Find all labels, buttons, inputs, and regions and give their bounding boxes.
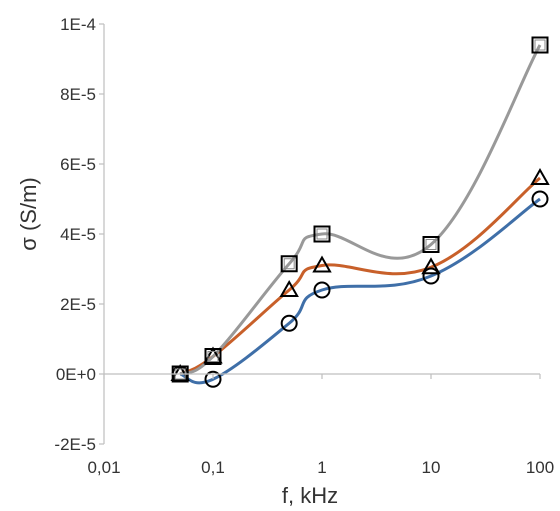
data-point-square [531, 36, 549, 54]
series-line-triangle [179, 176, 541, 376]
y-tick-label: 4E-5 [60, 225, 96, 244]
data-point-square-inner [316, 228, 328, 240]
x-tick-label: 0,1 [201, 458, 225, 477]
data-point-square-inner [534, 39, 546, 51]
series-layer [170, 36, 550, 388]
y-tick-label: 8E-5 [60, 85, 96, 104]
data-point-triangle [279, 279, 299, 297]
data-point-triangle [312, 255, 332, 273]
data-point-square-inner [425, 239, 437, 250]
series-line-square [179, 44, 542, 376]
y-tick-label: 1E-4 [60, 15, 96, 34]
x-tick-label: 1 [317, 458, 326, 477]
data-point-circle [280, 314, 298, 332]
y-tick-label: 0E+0 [56, 365, 96, 384]
data-point-triangle [421, 257, 441, 275]
x-tick-label: 0,01 [87, 458, 120, 477]
data-point-triangle [530, 167, 550, 185]
y-tick-label: 2E-5 [60, 295, 96, 314]
data-point-square [313, 225, 331, 243]
x-axis-title: f, kHz [282, 483, 338, 508]
series-line-circle [179, 197, 541, 385]
data-point-square [280, 255, 298, 273]
data-point-circle [422, 267, 440, 285]
data-point-square-inner [283, 258, 295, 270]
x-tick-label: 10 [422, 458, 441, 477]
y-tick-label: -2E-5 [54, 435, 96, 454]
data-point-triangle [203, 346, 223, 364]
y-axis-title: σ (S/m) [16, 177, 41, 250]
axes-layer [99, 23, 541, 445]
y-tick-label: 6E-5 [60, 155, 96, 174]
data-point-square [422, 236, 440, 253]
data-point-circle [313, 281, 331, 299]
data-point-square-inner [207, 351, 219, 362]
x-tick-label: 100 [526, 458, 554, 477]
data-point-triangle [170, 363, 190, 381]
data-point-square [204, 348, 222, 365]
data-point-circle [204, 370, 222, 388]
ticks-layer: -2E-5 0E+0 2E-5 4E-5 6E-5 8E-5 1E-4 0,01 0,1 1 10 1… [54, 15, 554, 477]
data-point-circle [531, 190, 549, 208]
